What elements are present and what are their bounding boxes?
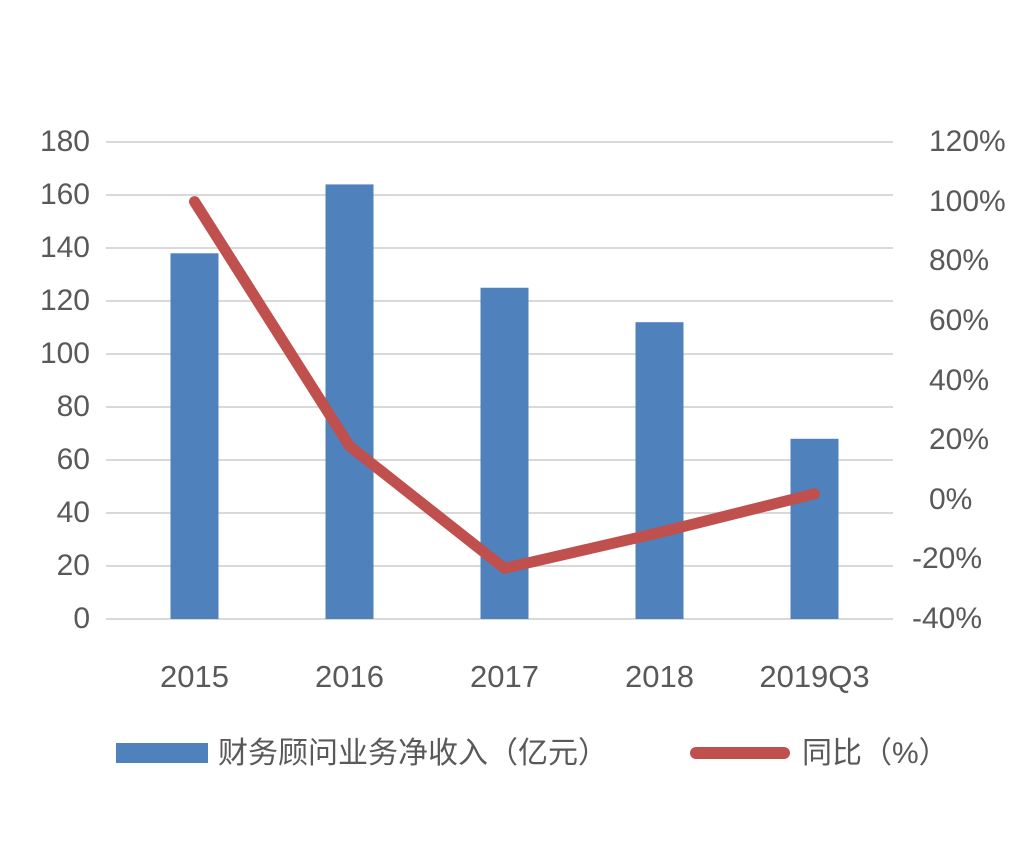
right-tick-label: -20%	[912, 542, 983, 576]
right-tick-label: 40%	[929, 363, 990, 397]
left-tick-label: 160	[39, 178, 90, 211]
right-tick-label: 20%	[929, 423, 990, 457]
x-category-label: 2016	[315, 659, 384, 694]
left-tick-label: 20	[56, 549, 90, 582]
bar-series-label: 财务顾问业务净收入（亿元）	[218, 736, 608, 770]
left-tick-label: 120	[39, 284, 90, 317]
line-series-label: 同比（%）	[802, 736, 949, 770]
right-tick-label: -40%	[912, 602, 983, 635]
bar-2015	[170, 253, 219, 620]
x-category-label: 2015	[160, 659, 229, 694]
bar-2019Q3	[790, 438, 839, 619]
legend-item-line-series: 同比（%）	[690, 737, 949, 770]
x-category-label: 2017	[470, 659, 539, 694]
line-series-swatch-icon	[690, 747, 790, 759]
yoy-line	[189, 196, 820, 574]
x-category-label: 2019Q3	[759, 659, 870, 694]
left-tick-label: 60	[56, 443, 90, 476]
legend: 财务顾问业务净收入（亿元） 同比（%）	[116, 733, 949, 773]
bar-2018	[635, 322, 684, 619]
left-tick-label: 140	[39, 231, 90, 264]
left-tick-label: 180	[39, 125, 90, 158]
x-category-label: 2018	[625, 659, 694, 694]
right-tick-label: 100%	[929, 184, 1006, 218]
right-tick-label: 80%	[929, 244, 990, 278]
bar-series-swatch-icon	[116, 743, 208, 763]
left-tick-label: 80	[56, 390, 90, 423]
left-tick-label: 0	[73, 602, 90, 635]
left-tick-label: 100	[39, 337, 90, 370]
bar-2016	[325, 184, 374, 619]
right-tick-label: 60%	[929, 303, 990, 337]
left-tick-label: 40	[56, 496, 90, 529]
right-tick-label: 0%	[929, 482, 973, 516]
right-tick-label: 120%	[929, 125, 1006, 158]
legend-item-bar-series: 财务顾问业务净收入（亿元）	[116, 737, 608, 770]
